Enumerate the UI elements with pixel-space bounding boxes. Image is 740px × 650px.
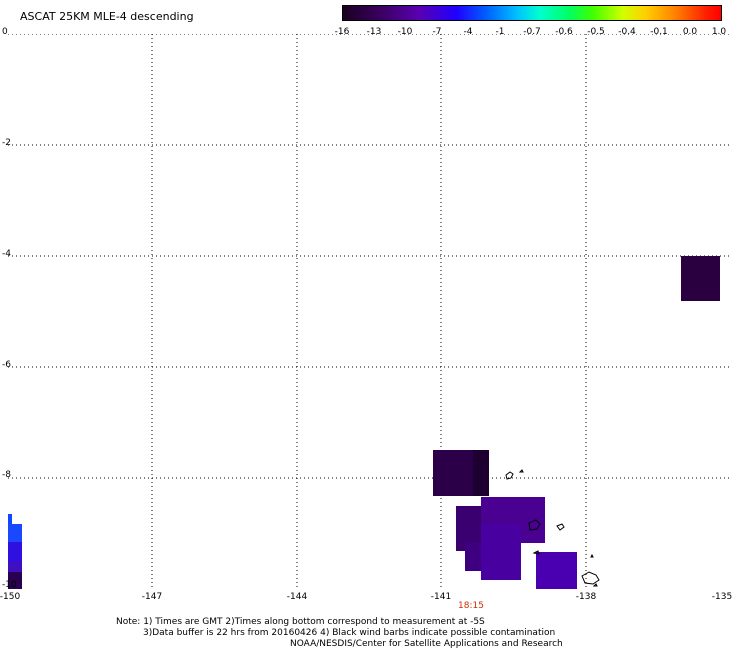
wind-cells — [8, 256, 720, 589]
gridlines — [8, 34, 730, 589]
island-outline — [590, 553, 594, 558]
wind-cell — [8, 514, 12, 524]
lat-label: -10 — [2, 580, 17, 590]
colorbar — [342, 5, 722, 21]
lat-label: 0 — [2, 27, 8, 37]
island-outline — [505, 471, 514, 480]
wind-cell — [8, 562, 22, 572]
colorbar-tick: -4 — [463, 27, 473, 37]
colorbar-tick: -0.7 — [523, 27, 541, 37]
lon-label: -135 — [711, 592, 733, 602]
lat-label: -8 — [2, 470, 11, 480]
wind-cell — [681, 256, 720, 301]
wind-cell — [481, 524, 521, 580]
map-title: ASCAT 25KM MLE-4 descending — [20, 10, 194, 23]
note-line: Note: 1) Times are GMT 2)Times along bot… — [116, 617, 485, 627]
lat-label: -6 — [2, 360, 11, 370]
colorbar-tick: -0.1 — [650, 27, 668, 37]
colorbar-tick: -0.6 — [555, 27, 573, 37]
island-outline — [518, 469, 524, 473]
colorbar-tick: -13 — [366, 27, 382, 37]
island-outline — [556, 523, 565, 531]
colorbar-tick: -1 — [495, 27, 505, 37]
wind-cell — [536, 552, 577, 589]
wind-cell — [8, 572, 22, 589]
lon-label: -141 — [430, 592, 452, 602]
colorbar-tick: -0.5 — [587, 27, 605, 37]
island-outlines — [505, 469, 600, 587]
credit-line: NOAA/NESDIS/Center for Satellite Applica… — [290, 639, 563, 649]
lat-label: -4 — [2, 249, 11, 259]
lon-label: -144 — [286, 592, 308, 602]
wind-cell — [8, 524, 22, 542]
wind-cell — [473, 450, 489, 496]
colorbar-tick: -7 — [432, 27, 442, 37]
map-plot — [8, 34, 730, 589]
lon-label: -138 — [575, 592, 597, 602]
island-outline — [592, 583, 598, 587]
colorbar-tick: 1.0 — [711, 27, 727, 37]
wind-cell — [433, 450, 473, 496]
colorbar-tick: -16 — [334, 27, 350, 37]
lon-label: -147 — [141, 592, 163, 602]
island-outline — [581, 571, 600, 585]
colorbar-tick: 0.0 — [682, 27, 698, 37]
island-outline — [532, 550, 540, 555]
island-outline — [528, 519, 541, 531]
colorbar-tick: -0.4 — [618, 27, 636, 37]
lat-label: -2 — [2, 138, 11, 148]
colorbar-tick: -10 — [397, 27, 413, 37]
note-line: 3)Data buffer is 22 hrs from 20160426 4)… — [143, 628, 556, 638]
wind-cell — [8, 542, 22, 562]
time-label: 18:15 — [458, 601, 484, 611]
lon-label: -150 — [0, 592, 21, 602]
